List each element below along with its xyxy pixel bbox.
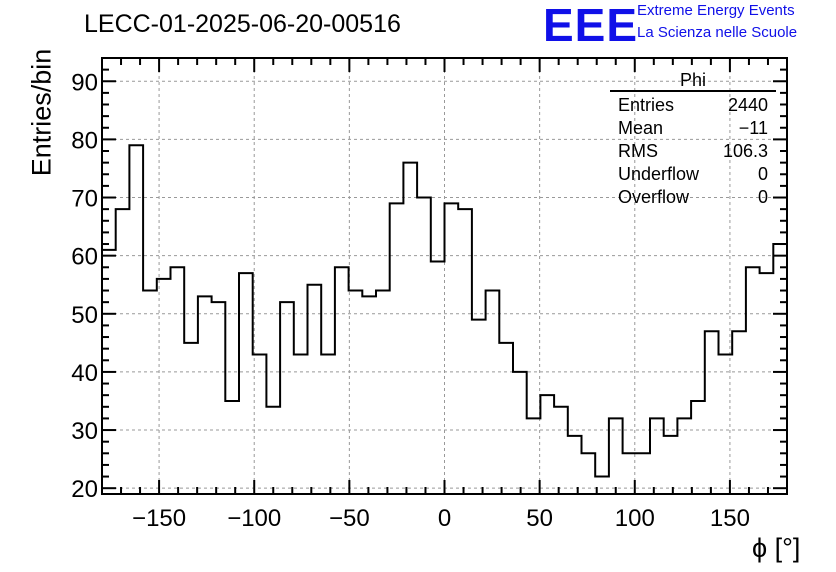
x-tick-label: 100 bbox=[615, 505, 655, 532]
stats-row-rms: RMS 106.3 bbox=[610, 140, 776, 163]
chart-title: LECC-01-2025-06-20-00516 bbox=[84, 10, 401, 38]
x-tick-label: 0 bbox=[438, 505, 451, 532]
stats-value: 2440 bbox=[727, 95, 768, 115]
stats-box: Phi Entries 2440 Mean −11 RMS 106.3 Unde… bbox=[610, 70, 776, 209]
tick-labels: −150 −100 −50 0 50 100 150 20 30 40 50 60 70 80 90 bbox=[71, 69, 750, 532]
x-tick-label: 150 bbox=[710, 505, 750, 532]
eee-logo: EEE bbox=[543, 0, 639, 51]
stats-row-overflow: Overflow 0 bbox=[610, 186, 776, 209]
stats-row-underflow: Underflow 0 bbox=[610, 163, 776, 186]
x-tick-label: 50 bbox=[526, 505, 553, 532]
stats-label: Entries bbox=[618, 95, 675, 115]
stats-value: 106.3 bbox=[722, 141, 768, 161]
x-tick-label: −150 bbox=[132, 505, 186, 532]
logo-line-1: Extreme Energy Events bbox=[637, 2, 795, 19]
stats-value: 0 bbox=[757, 187, 768, 207]
stats-value: 0 bbox=[757, 164, 768, 184]
y-tick-label: 50 bbox=[71, 302, 98, 329]
stats-row-mean: Mean −11 bbox=[610, 117, 776, 140]
logo-line-2: La Scienza nelle Scuole bbox=[637, 24, 798, 41]
stats-value: −11 bbox=[738, 118, 768, 138]
y-tick-label: 80 bbox=[71, 127, 98, 154]
y-tick-label: 20 bbox=[71, 476, 98, 503]
x-tick-label: −100 bbox=[227, 505, 281, 532]
stats-label: Mean bbox=[618, 118, 664, 138]
stats-title: Phi bbox=[679, 70, 706, 90]
y-tick-label: 30 bbox=[71, 418, 98, 445]
y-tick-label: 40 bbox=[71, 360, 98, 387]
stats-label: RMS bbox=[618, 141, 658, 161]
stats-label: Underflow bbox=[618, 164, 700, 184]
stats-row-entries: Entries 2440 bbox=[610, 94, 776, 117]
x-tick-label: −50 bbox=[329, 505, 370, 532]
y-tick-label: 60 bbox=[71, 244, 98, 271]
y-axis-label: Entries/bin bbox=[26, 48, 57, 177]
x-axis-label: ϕ [°] bbox=[752, 533, 801, 563]
y-tick-label: 90 bbox=[71, 69, 98, 96]
stats-label: Overflow bbox=[618, 187, 690, 207]
stats-divider bbox=[610, 90, 776, 92]
y-tick-label: 70 bbox=[71, 186, 98, 213]
axis-ticks bbox=[102, 57, 787, 494]
histogram-outline bbox=[102, 144, 787, 478]
